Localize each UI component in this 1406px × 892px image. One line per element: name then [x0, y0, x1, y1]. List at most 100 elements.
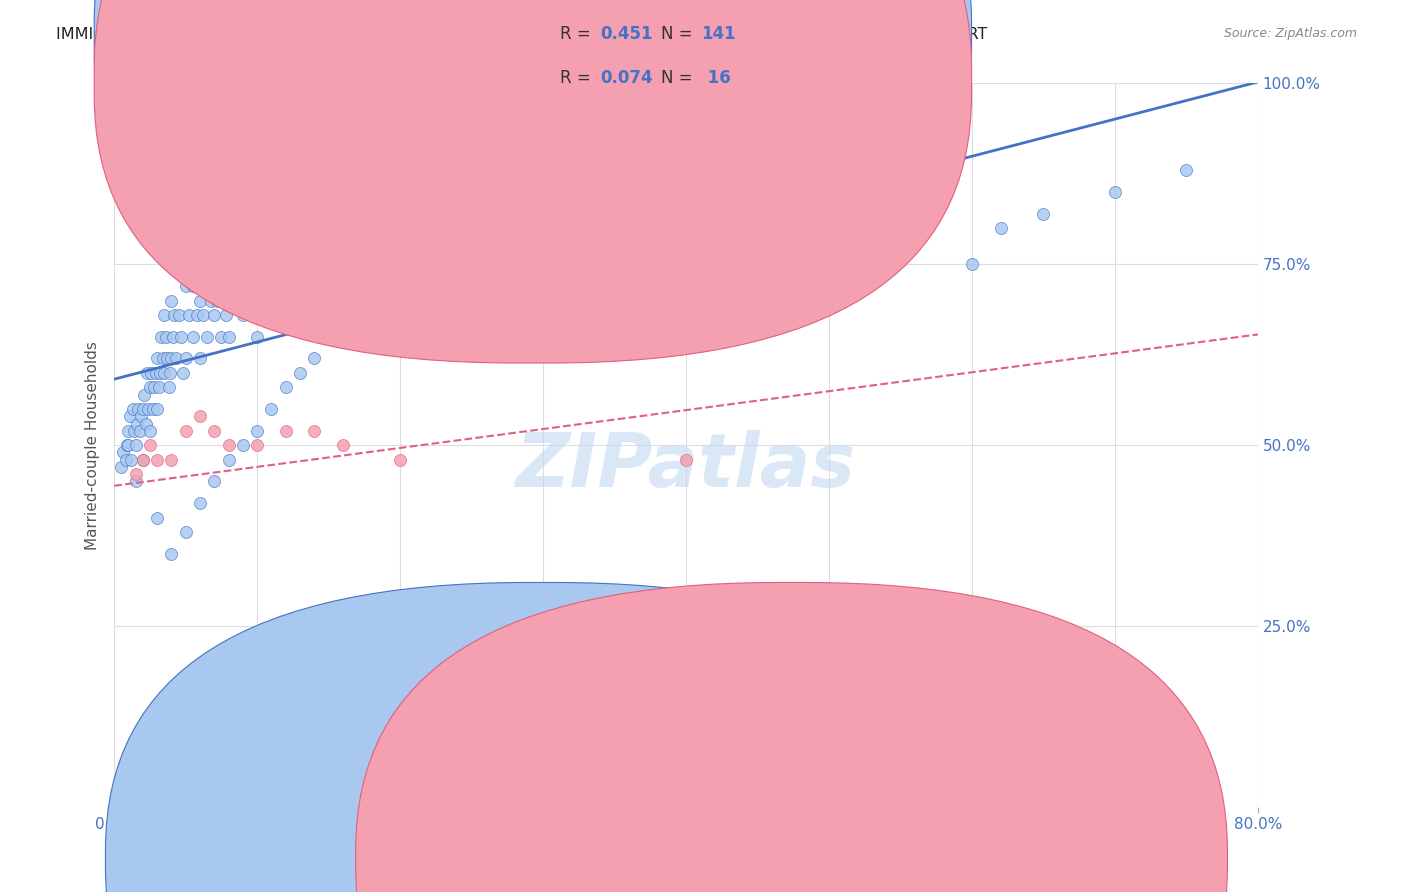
Text: 0.451: 0.451	[600, 25, 652, 43]
Point	[153, 366, 176, 380]
Point	[295, 279, 318, 293]
Point	[260, 279, 283, 293]
Point	[332, 308, 354, 322]
Point	[517, 235, 540, 250]
Text: ZIPatlas: ZIPatlas	[516, 431, 856, 503]
Point	[432, 221, 454, 235]
Point	[152, 351, 174, 366]
Point	[117, 785, 139, 799]
Point	[503, 185, 526, 199]
Point	[360, 279, 382, 293]
Point	[155, 329, 177, 343]
Text: Immigrants from South Central Asia: Immigrants from South Central Asia	[564, 852, 828, 866]
Point	[146, 402, 169, 417]
Point	[325, 279, 347, 293]
Point	[125, 417, 148, 431]
Point	[160, 351, 183, 366]
Point	[332, 438, 354, 452]
Point	[246, 438, 269, 452]
Point	[115, 438, 138, 452]
Point	[122, 424, 145, 438]
Point	[124, 475, 146, 489]
Point	[160, 293, 183, 308]
Point	[156, 351, 179, 366]
Point	[172, 366, 194, 380]
Text: IMMIGRANTS FROM SOUTH CENTRAL ASIA VS MARSHALLESE MARRIED-COUPLE HOUSEHOLDS CORR: IMMIGRANTS FROM SOUTH CENTRAL ASIA VS MA…	[56, 27, 987, 42]
Point	[1104, 185, 1126, 199]
Point	[404, 235, 426, 250]
Point	[267, 308, 290, 322]
Point	[188, 293, 211, 308]
Point	[121, 402, 143, 417]
Text: Marshallese: Marshallese	[814, 852, 901, 866]
Point	[274, 424, 297, 438]
Point	[142, 402, 165, 417]
Point	[304, 221, 326, 235]
Text: 141: 141	[702, 25, 737, 43]
Point	[139, 380, 162, 394]
Point	[232, 438, 254, 452]
Point	[218, 279, 240, 293]
Point	[181, 279, 204, 293]
Point	[960, 257, 983, 271]
Point	[167, 308, 190, 322]
Point	[304, 351, 326, 366]
Point	[418, 235, 440, 250]
Point	[489, 221, 512, 235]
Point	[360, 279, 382, 293]
Point	[163, 308, 186, 322]
Point	[239, 279, 262, 293]
Point	[160, 547, 183, 561]
Point	[761, 235, 783, 250]
Point	[177, 308, 200, 322]
Point	[136, 366, 159, 380]
Point	[789, 207, 811, 221]
Point	[232, 257, 254, 271]
Point	[1032, 207, 1054, 221]
Point	[531, 207, 554, 221]
Point	[188, 496, 211, 510]
Point	[186, 308, 208, 322]
Point	[503, 185, 526, 199]
Point	[209, 257, 232, 271]
Point	[218, 438, 240, 452]
Point	[904, 207, 927, 221]
Point	[195, 329, 218, 343]
Point	[253, 293, 276, 308]
Point	[246, 424, 269, 438]
Point	[875, 185, 897, 199]
Point	[318, 235, 340, 250]
Point	[389, 279, 412, 293]
Point	[181, 329, 204, 343]
Point	[124, 467, 146, 482]
Point	[281, 293, 304, 308]
Point	[846, 221, 869, 235]
Point	[818, 257, 841, 271]
Point	[374, 235, 396, 250]
Point	[389, 452, 412, 467]
Point	[139, 424, 162, 438]
Point	[460, 235, 482, 250]
Point	[675, 452, 697, 467]
Point	[260, 402, 283, 417]
Point	[117, 424, 139, 438]
Point	[475, 207, 498, 221]
Point	[202, 424, 225, 438]
Point	[191, 308, 214, 322]
Point	[209, 329, 232, 343]
Point	[617, 221, 640, 235]
Point	[143, 380, 166, 394]
Point	[589, 185, 612, 199]
Point	[475, 207, 498, 221]
Point	[117, 438, 139, 452]
Point	[120, 452, 142, 467]
Point	[202, 308, 225, 322]
Point	[124, 438, 146, 452]
Point	[311, 257, 333, 271]
Point	[218, 329, 240, 343]
Text: N =: N =	[661, 25, 697, 43]
Point	[205, 293, 228, 308]
Text: 0.074: 0.074	[600, 70, 652, 87]
Point	[304, 424, 326, 438]
Point	[162, 329, 184, 343]
